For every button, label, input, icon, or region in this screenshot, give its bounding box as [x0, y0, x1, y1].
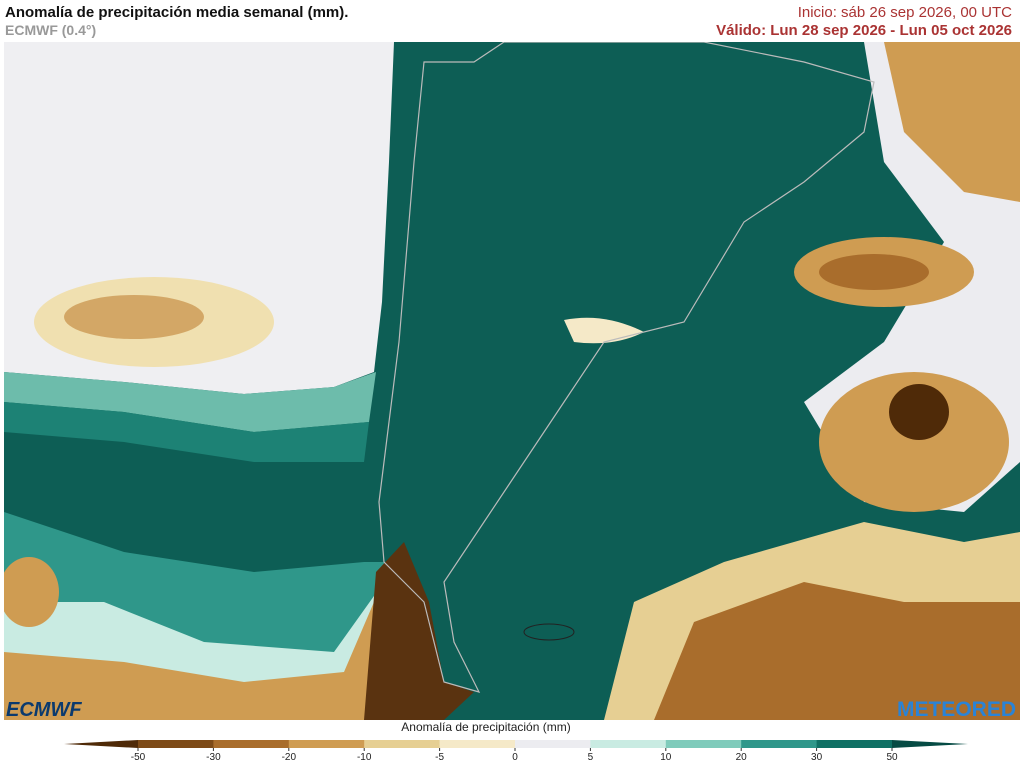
title: Anomalía de precipitación media semanal …	[5, 4, 349, 21]
init-time: Inicio: sáb 26 sep 2026, 00 UTC	[797, 4, 1012, 21]
colorbar-segment	[515, 740, 591, 748]
colorbar-tick-label: 10	[660, 752, 672, 763]
colorbar-segment	[364, 740, 441, 748]
colorbar-tick-label: 50	[886, 752, 898, 763]
meteored-logo: METEORED	[896, 698, 1016, 721]
ecmwf-logo: ECMWF	[6, 699, 82, 721]
colorbar-arrow	[892, 740, 968, 748]
colorbar-segment	[138, 740, 214, 748]
colorbar-segment	[741, 740, 818, 748]
colorbar-segment	[439, 740, 516, 748]
colorbar: Anomalía de precipitación (mm) -50 -30 -20…	[64, 720, 968, 763]
subtitle: ECMWF (0.4°)	[5, 22, 97, 38]
colorbar-tick-label: -20	[282, 752, 297, 763]
colorbar-segment	[590, 740, 667, 748]
colorbar-tick-label: -30	[206, 752, 221, 763]
colorbar-tick-label: 30	[811, 752, 823, 763]
colorbar-tick-label: 20	[736, 752, 748, 763]
colorbar-segment	[665, 740, 742, 748]
colorbar-segment	[213, 740, 290, 748]
colorbar-segment	[816, 740, 893, 748]
colorbar-tick-label: 0	[512, 752, 518, 763]
colorbar-tick-label: -50	[131, 752, 146, 763]
colorbar-label: Anomalía de precipitación (mm)	[401, 720, 570, 734]
colorbar-segment	[288, 740, 365, 748]
map	[4, 42, 1020, 720]
valid-time: Válido: Lun 28 sep 2026 - Lun 05 oct 202…	[716, 22, 1012, 39]
colorbar-tick-label: -5	[435, 752, 444, 763]
colorbar-arrow	[64, 740, 138, 748]
colorbar-tick-label: 5	[588, 752, 594, 763]
colorbar-tick-label: -10	[357, 752, 372, 763]
